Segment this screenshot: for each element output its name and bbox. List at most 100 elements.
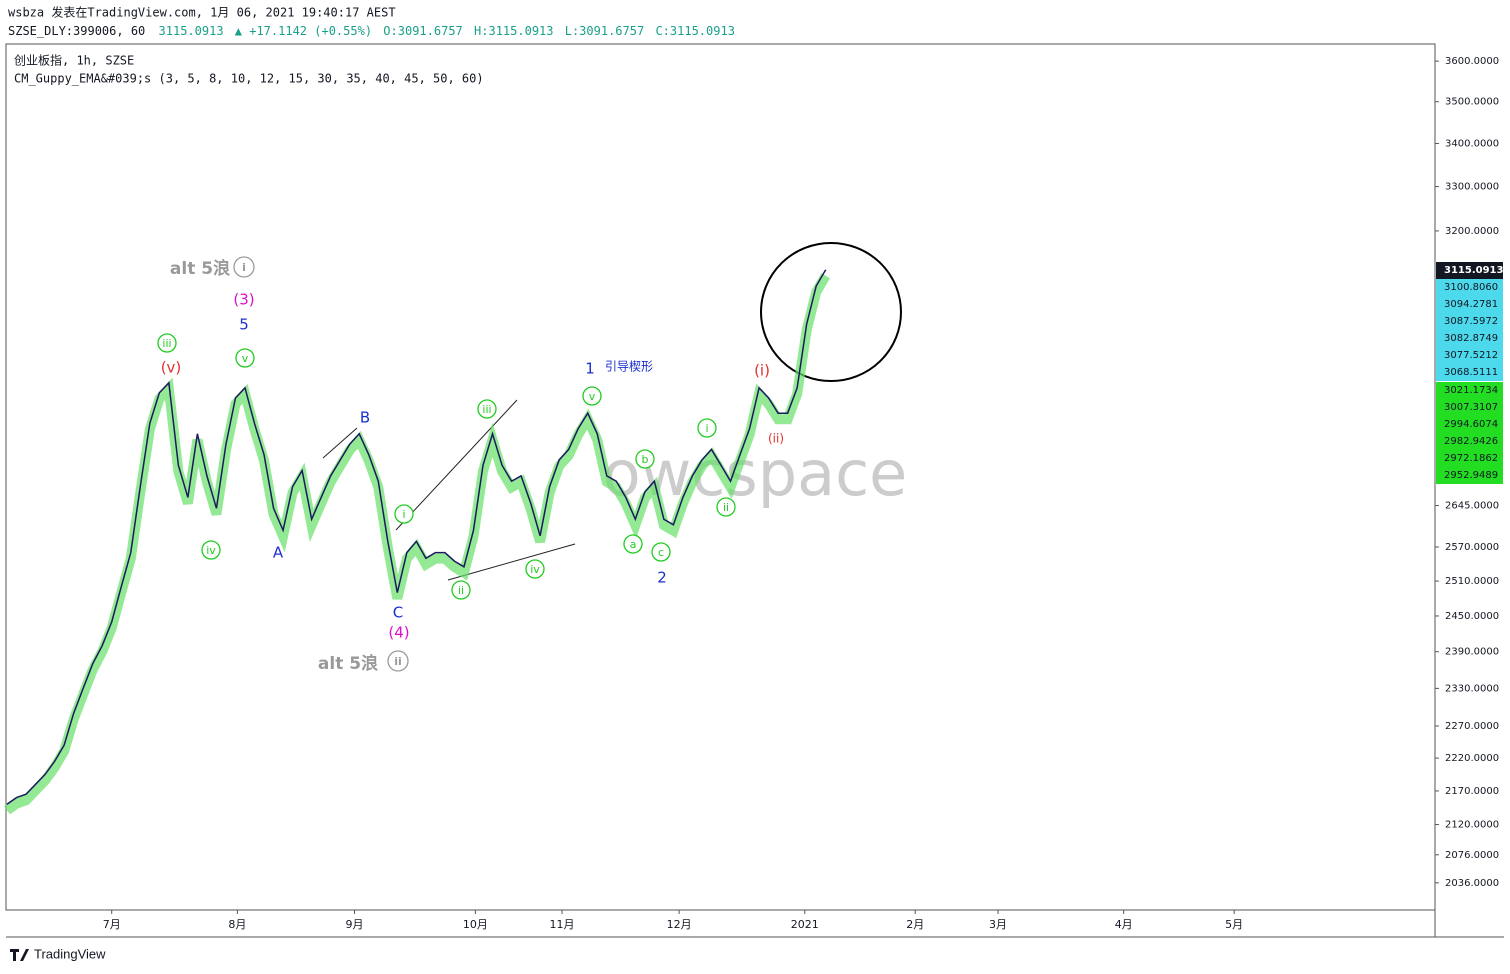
wave-circle xyxy=(582,386,602,406)
wave-label: B xyxy=(360,409,370,427)
wave-label: 5 xyxy=(239,316,249,334)
wave-label: (i) xyxy=(754,362,770,380)
wave-circle xyxy=(235,348,255,368)
price-tag-bg xyxy=(1436,399,1503,416)
wave-label: v xyxy=(242,352,249,365)
wave-label: ii xyxy=(394,655,402,668)
price-tag-bg xyxy=(1436,467,1503,484)
wave-label: iii xyxy=(162,337,171,350)
price-tag-bg xyxy=(1436,296,1503,313)
y-tick-label: 2036.0000 xyxy=(1445,878,1499,889)
price-tag: 3100.8060 xyxy=(1444,282,1498,293)
high: H:3115.0913 xyxy=(474,24,553,38)
wave-label: a xyxy=(630,538,637,551)
price-tag: 3077.5212 xyxy=(1444,350,1498,361)
wave-circle xyxy=(635,449,655,469)
wave-label: (v) xyxy=(161,359,182,377)
price-tag: 2972.1862 xyxy=(1444,453,1498,464)
price-tag-bg xyxy=(1436,433,1503,450)
price-line xyxy=(6,269,827,805)
x-tick-label: 9月 xyxy=(345,918,363,931)
wave-label: alt 5浪 xyxy=(170,258,230,279)
y-tick-label: 2330.0000 xyxy=(1445,683,1499,694)
last-price: 3115.0913 xyxy=(159,24,224,38)
wave-label: i xyxy=(402,508,405,521)
price-tag-bg xyxy=(1436,262,1503,279)
wave-label: ii xyxy=(723,501,729,514)
y-tick-label: 2450.0000 xyxy=(1445,611,1499,622)
x-tick-label: 10月 xyxy=(463,918,488,931)
highlight-circle xyxy=(760,242,902,382)
price-tag-bg xyxy=(1436,416,1503,433)
price-tag: 3082.8749 xyxy=(1444,333,1498,344)
wave-circle xyxy=(477,399,497,419)
y-tick-label: 2076.0000 xyxy=(1445,850,1499,861)
price-tag: 2994.6074 xyxy=(1444,419,1498,430)
wave-label: ii xyxy=(458,584,464,597)
y-tick-label: 2220.0000 xyxy=(1445,753,1499,764)
indicator: CM_Guppy_EMA&#039;s (3, 5, 8, 10, 12, 15… xyxy=(14,72,484,86)
price-tag-bg xyxy=(1436,364,1503,381)
wave-label: c xyxy=(658,546,664,559)
price-tag: 3021.1734 xyxy=(1444,385,1498,396)
y-tick-label: 3300.0000 xyxy=(1445,182,1499,193)
tv-logo xyxy=(10,949,29,961)
y-tick-label: 2510.0000 xyxy=(1445,576,1499,587)
x-tick-label: 3月 xyxy=(989,918,1007,931)
wave-circle xyxy=(525,559,545,579)
y-tick-label: 2170.0000 xyxy=(1445,786,1499,797)
change: ▲ +17.1142 (+0.55%) xyxy=(235,24,372,38)
x-tick-label: 7月 xyxy=(103,918,121,931)
wave-circle xyxy=(451,580,471,600)
close: C:3115.0913 xyxy=(655,24,734,38)
wave-label: 1 xyxy=(585,360,595,378)
instrument: 创业板指, 1h, SZSE xyxy=(14,53,134,68)
x-tick-label: 12月 xyxy=(667,918,692,931)
wave-circle xyxy=(697,418,717,438)
wave-label: iii xyxy=(482,403,491,416)
low: L:3091.6757 xyxy=(565,24,644,38)
price-tag-bg xyxy=(1436,450,1503,467)
y-tick-label: 3600.0000 xyxy=(1445,56,1499,67)
price-tag: 3115.0913 xyxy=(1444,265,1504,276)
x-tick-label: 8月 xyxy=(228,918,246,931)
wave-circle xyxy=(233,256,255,278)
wave-label: iv xyxy=(530,563,540,576)
y-tick-label: 2270.0000 xyxy=(1445,721,1499,732)
wave-label: iv xyxy=(206,544,216,557)
y-tick-label: 3500.0000 xyxy=(1445,97,1499,108)
price-tag: 2952.9489 xyxy=(1444,470,1498,481)
trend-lines xyxy=(322,399,576,581)
wave-circle xyxy=(623,534,643,554)
wave-circle xyxy=(387,650,409,672)
y-tick-label: 2120.0000 xyxy=(1445,820,1499,831)
wave-label: 引导楔形 xyxy=(605,360,653,374)
x-tick-label: 5月 xyxy=(1225,918,1243,931)
price-tag: 3094.2781 xyxy=(1444,299,1498,310)
y-tick-label: 3400.0000 xyxy=(1445,139,1499,150)
price-tag: 3068.5111 xyxy=(1444,367,1498,378)
price-tag-bg xyxy=(1436,279,1503,296)
trend-line xyxy=(395,399,518,531)
y-tick-label: 3200.0000 xyxy=(1445,226,1499,237)
wave-label: A xyxy=(273,544,284,562)
wave-label: i xyxy=(705,422,708,435)
wave-circle xyxy=(157,333,177,353)
trend-line xyxy=(322,427,358,459)
price-tag-bg xyxy=(1436,382,1503,399)
price-tag: 3087.5972 xyxy=(1444,316,1498,327)
x-tick-label: 4月 xyxy=(1115,918,1133,931)
price-tag: 2982.9426 xyxy=(1444,436,1498,447)
wave-label: alt 5浪 xyxy=(318,653,378,674)
wave-label: 2 xyxy=(657,569,667,587)
y-tick-label: 2570.0000 xyxy=(1445,542,1499,553)
wave-circle xyxy=(394,504,414,524)
open: O:3091.6757 xyxy=(383,24,462,38)
price-tag-bg xyxy=(1436,347,1503,364)
price-tag: 3007.3107 xyxy=(1444,402,1498,413)
y-tick-label: 2645.0000 xyxy=(1445,501,1499,512)
wave-label: C xyxy=(393,604,403,622)
trend-line xyxy=(447,543,576,581)
footer-brand: TradingView xyxy=(34,946,106,961)
